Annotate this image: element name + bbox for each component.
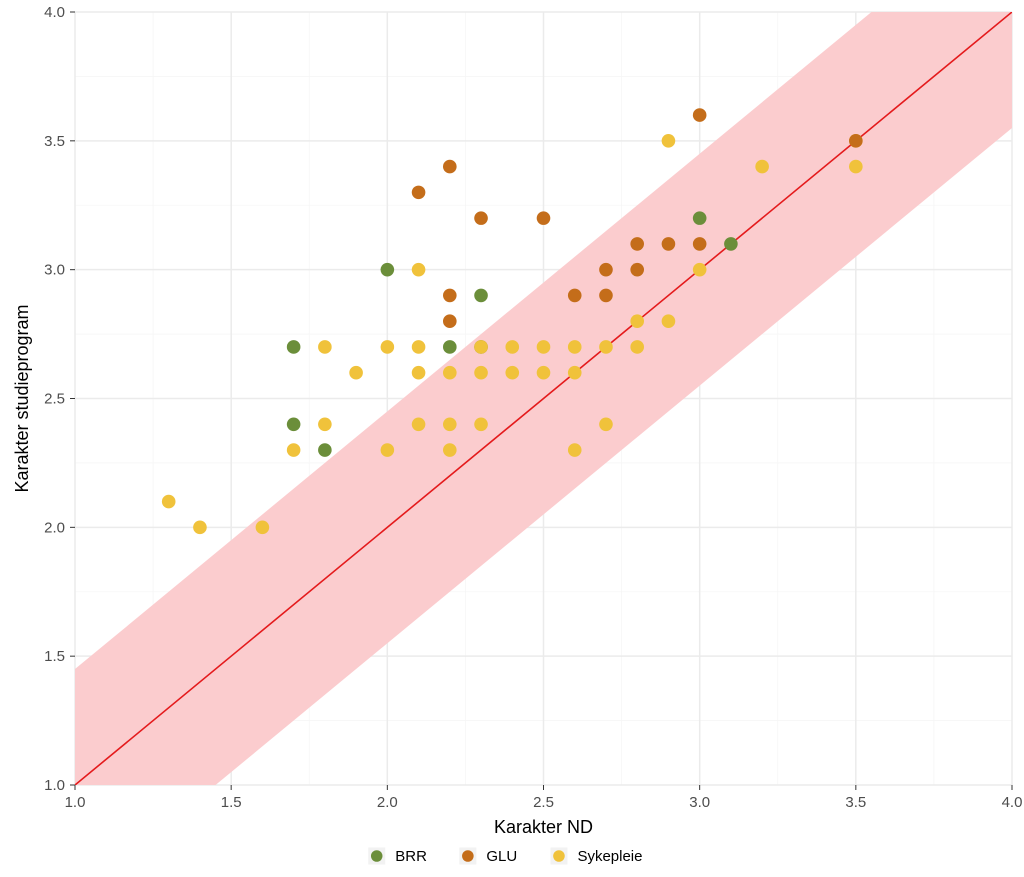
y-tick-label: 2.0 — [44, 519, 65, 536]
y-axis-title: Karakter studieprogram — [12, 304, 32, 492]
scatter-chart: 1.0 1.5 2.0 2.5 3.0 3.5 4.0 1.0 1.5 2.0 2.5 3.0 3.5 4… — [0, 0, 1024, 877]
data-point — [256, 521, 270, 535]
data-point — [537, 211, 551, 225]
data-point — [505, 340, 519, 354]
data-point — [287, 443, 301, 457]
data-point — [537, 366, 551, 380]
data-point — [630, 263, 644, 277]
legend: BRR GLU Sykepleie — [368, 848, 642, 866]
data-point — [349, 366, 363, 380]
x-tick-label: 2.5 — [533, 794, 554, 811]
data-point — [318, 340, 332, 354]
data-point — [412, 417, 426, 431]
data-point — [193, 521, 207, 535]
data-point — [287, 417, 301, 431]
y-tick-label: 2.5 — [44, 391, 65, 408]
data-point — [630, 340, 644, 354]
data-point — [568, 340, 582, 354]
y-tick-label: 1.0 — [44, 777, 65, 794]
data-point — [474, 211, 488, 225]
data-point — [537, 340, 551, 354]
y-tick-label: 4.0 — [44, 4, 65, 21]
data-point — [287, 340, 301, 354]
data-point — [443, 443, 457, 457]
data-point — [443, 340, 457, 354]
data-point — [599, 263, 613, 277]
data-point — [474, 340, 488, 354]
x-tick-label: 1.0 — [65, 794, 86, 811]
data-point — [381, 263, 395, 277]
data-point — [724, 237, 738, 251]
x-tick-label: 3.0 — [689, 794, 710, 811]
data-point — [849, 134, 863, 148]
data-point — [568, 443, 582, 457]
x-tick-label: 2.0 — [377, 794, 398, 811]
data-point — [474, 417, 488, 431]
data-point — [599, 417, 613, 431]
data-point — [662, 237, 676, 251]
x-tick-label: 4.0 — [1002, 794, 1023, 811]
data-point — [318, 417, 332, 431]
y-tick-label: 3.5 — [44, 133, 65, 150]
data-point — [662, 314, 676, 328]
data-point — [318, 443, 332, 457]
data-point — [755, 160, 769, 174]
legend-label: GLU — [486, 848, 517, 865]
y-tick-label: 3.0 — [44, 262, 65, 279]
data-point — [630, 237, 644, 251]
data-point — [849, 160, 863, 174]
data-point — [381, 340, 395, 354]
y-tick-label: 1.5 — [44, 648, 65, 665]
data-point — [412, 340, 426, 354]
data-point — [162, 495, 176, 509]
data-point — [412, 263, 426, 277]
data-point — [443, 366, 457, 380]
data-point — [599, 340, 613, 354]
data-point — [443, 314, 457, 328]
data-point — [412, 186, 426, 200]
legend-label: Sykepleie — [577, 848, 642, 865]
x-tick-label: 3.5 — [845, 794, 866, 811]
data-point — [693, 211, 707, 225]
data-point — [381, 443, 395, 457]
legend-label: BRR — [395, 848, 427, 865]
data-point — [443, 417, 457, 431]
data-point — [662, 134, 676, 148]
x-tick-label: 1.5 — [221, 794, 242, 811]
data-point — [693, 263, 707, 277]
data-point — [630, 314, 644, 328]
data-point — [443, 289, 457, 303]
data-point — [474, 366, 488, 380]
data-point — [412, 366, 426, 380]
data-point — [505, 366, 519, 380]
x-axis-title: Karakter ND — [494, 817, 593, 837]
data-point — [568, 289, 582, 303]
data-point — [568, 366, 582, 380]
data-point — [693, 237, 707, 251]
data-point — [693, 108, 707, 122]
data-point — [599, 289, 613, 303]
data-point — [443, 160, 457, 174]
data-point — [474, 289, 488, 303]
